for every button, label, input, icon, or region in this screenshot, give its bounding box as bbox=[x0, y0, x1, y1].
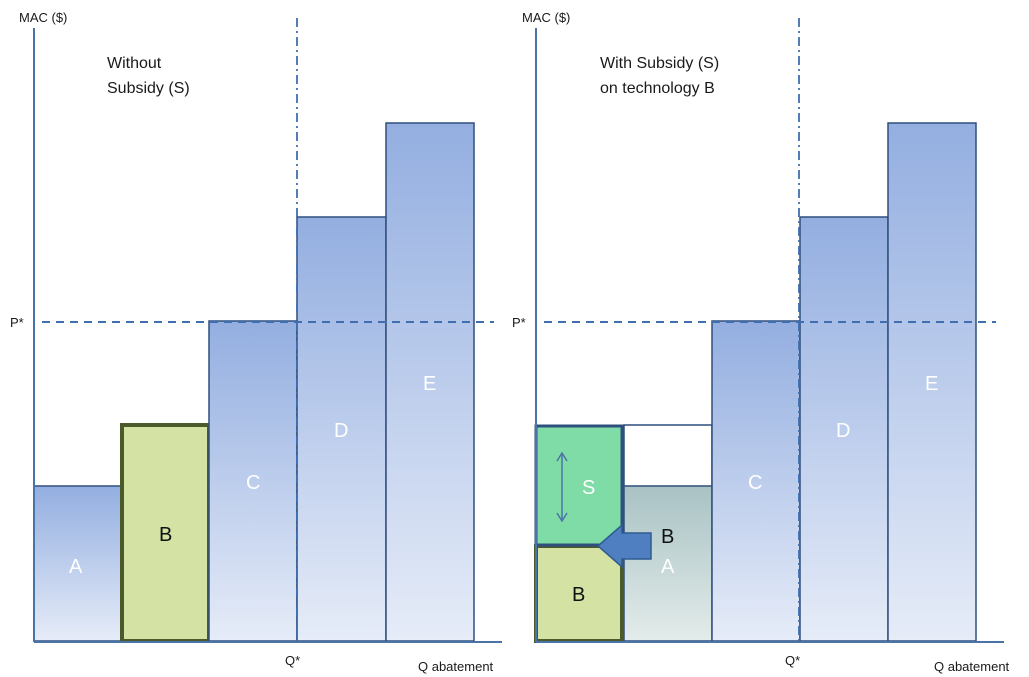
right-panel: MAC ($) Q abatement P* Q* With Subsidy (… bbox=[512, 10, 1010, 674]
right-y-axis-label: MAC ($) bbox=[522, 10, 570, 25]
right-title-line-1: With Subsidy (S) bbox=[600, 55, 719, 72]
left-panel: MAC ($) Q abatement P* Q* Without Subsid… bbox=[10, 10, 502, 674]
right-quantity-label: Q* bbox=[785, 653, 800, 668]
right-bar-c bbox=[711, 320, 801, 642]
right-price-label: P* bbox=[512, 315, 526, 330]
right-bar-b-label: B bbox=[572, 584, 585, 606]
right-shifted-a-label: A bbox=[661, 556, 675, 578]
right-bar-e-label: E bbox=[925, 373, 938, 395]
right-bar-d-label: D bbox=[836, 420, 850, 442]
subsidy-height-arrow bbox=[556, 451, 568, 523]
right-x-axis-label: Q abatement bbox=[934, 659, 1010, 674]
right-bar-a-shifted bbox=[623, 485, 713, 642]
left-bar-e bbox=[385, 122, 475, 642]
left-quantity-label: Q* bbox=[285, 653, 300, 668]
shift-left-arrow bbox=[596, 523, 652, 569]
left-bar-d bbox=[296, 216, 387, 642]
left-price-label: P* bbox=[10, 315, 24, 330]
left-bar-d-label: D bbox=[334, 420, 348, 442]
right-bar-e bbox=[887, 122, 977, 642]
left-bar-a-label: A bbox=[69, 556, 83, 578]
right-shifted-b-label: B bbox=[661, 526, 674, 548]
right-subsidy-block bbox=[534, 424, 624, 547]
right-bar-c-label: C bbox=[748, 472, 762, 494]
left-title-line-2: Subsidy (S) bbox=[107, 80, 190, 97]
left-x-axis-label: Q abatement bbox=[418, 659, 494, 674]
left-bar-b-label: B bbox=[159, 524, 172, 546]
left-bar-e-label: E bbox=[423, 373, 436, 395]
left-bar-c-label: C bbox=[246, 472, 260, 494]
right-title-line-2: on technology B bbox=[600, 80, 715, 97]
left-bar-b bbox=[120, 423, 211, 643]
right-subsidy-label: S bbox=[582, 477, 595, 499]
left-title-line-1: Without bbox=[107, 55, 162, 72]
left-y-axis-label: MAC ($) bbox=[19, 10, 67, 25]
left-bar-a bbox=[33, 485, 123, 642]
